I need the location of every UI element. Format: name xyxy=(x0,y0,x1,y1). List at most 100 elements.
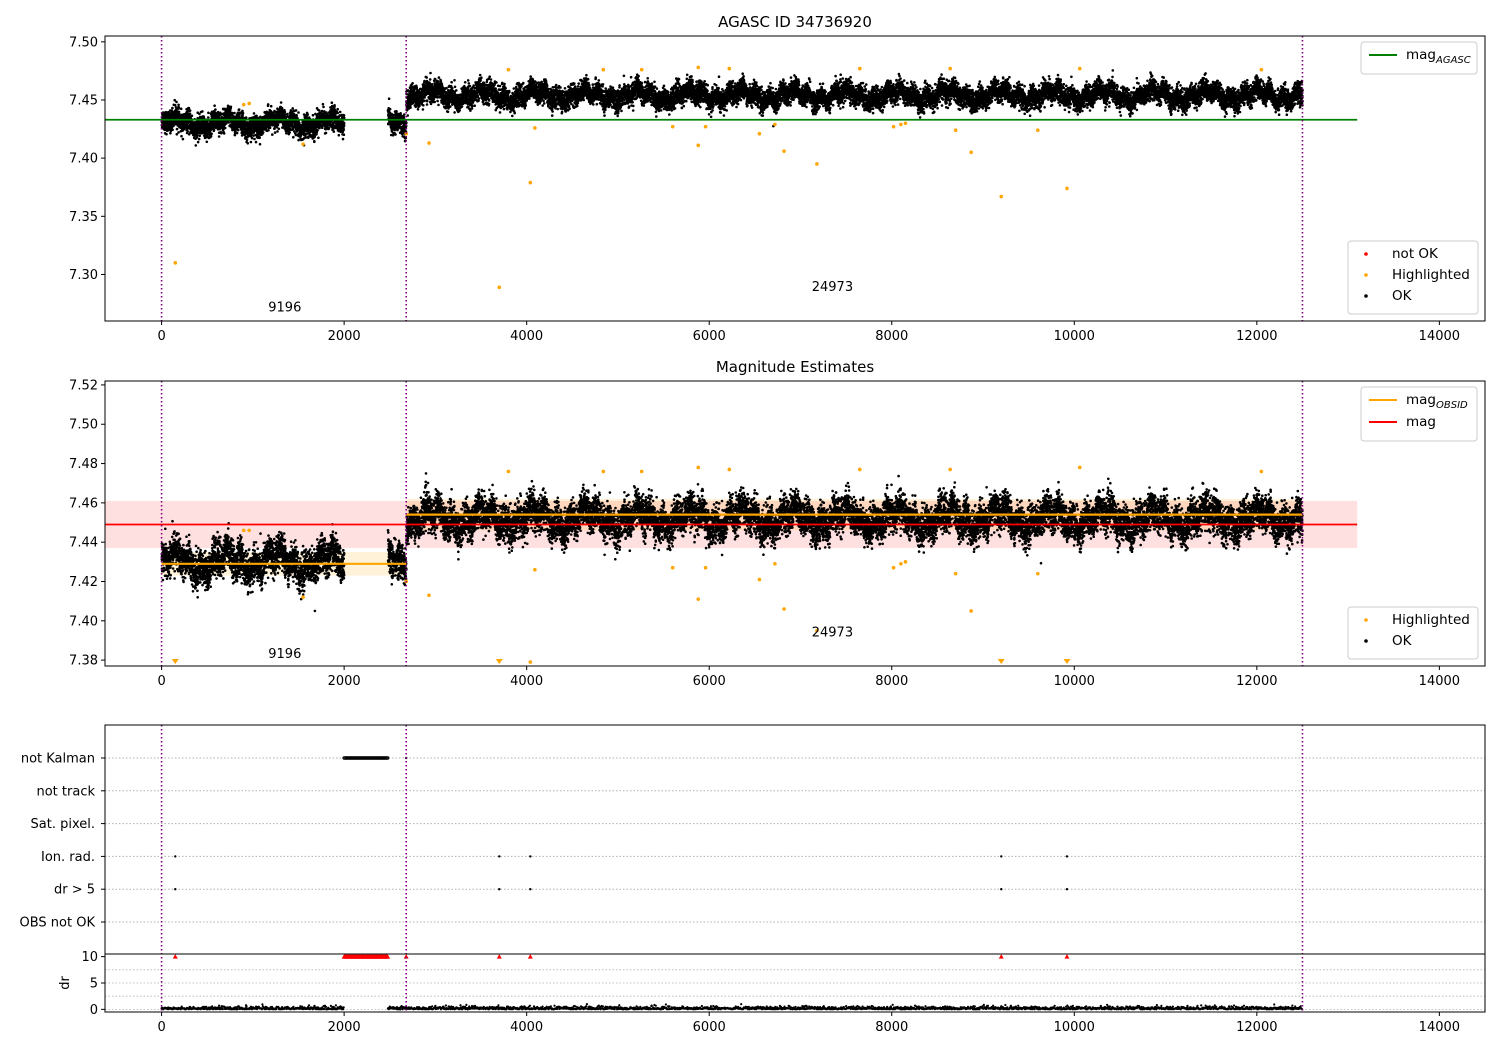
ok-point xyxy=(394,133,397,136)
ok-point xyxy=(337,133,341,137)
ok-point xyxy=(175,133,179,136)
ok-point xyxy=(175,127,179,131)
ok-point xyxy=(336,111,340,115)
ok-point xyxy=(416,108,420,111)
ok-point xyxy=(188,112,192,115)
ok-point xyxy=(246,142,250,145)
ok-point xyxy=(446,110,450,114)
ok-point xyxy=(173,98,176,102)
ok-point xyxy=(237,108,241,111)
ok-point xyxy=(198,134,202,138)
plot-area xyxy=(105,36,1358,321)
ok-point xyxy=(271,133,274,136)
ok-point xyxy=(209,135,213,138)
ok-point xyxy=(470,107,474,110)
ok-point xyxy=(227,121,230,124)
ok-point xyxy=(453,111,456,114)
ok-point xyxy=(196,140,200,144)
ok-point xyxy=(254,140,258,144)
ok-point xyxy=(285,131,288,135)
ok-point xyxy=(190,114,194,118)
ok-point xyxy=(467,82,471,85)
ok-point xyxy=(253,137,256,141)
ok-point xyxy=(241,109,244,113)
ok-point xyxy=(291,107,295,110)
ok-point xyxy=(395,110,398,113)
ok-point xyxy=(177,103,180,107)
ok-point xyxy=(173,103,177,107)
ok-point xyxy=(235,131,239,135)
ok-point xyxy=(494,87,497,90)
ok-point xyxy=(468,84,472,88)
ok-point xyxy=(332,130,336,133)
ok-point xyxy=(276,130,279,133)
ok-point xyxy=(477,97,481,100)
ok-point xyxy=(171,128,174,132)
ok-point xyxy=(433,100,437,104)
ok-point xyxy=(520,85,523,88)
ok-point xyxy=(207,116,210,119)
ok-point xyxy=(338,110,342,114)
ok-point xyxy=(458,109,462,112)
ok-point xyxy=(174,106,178,109)
ok-point xyxy=(186,130,190,133)
ok-point xyxy=(223,126,227,130)
ok-point xyxy=(177,106,181,110)
ok-point xyxy=(411,82,414,85)
ok-point xyxy=(479,79,482,82)
ok-point xyxy=(405,121,408,124)
ok-point xyxy=(466,79,470,82)
ok-point xyxy=(436,99,439,103)
ok-point xyxy=(450,86,454,90)
ok-point xyxy=(503,82,506,86)
ok-point xyxy=(469,109,472,112)
ok-point xyxy=(266,103,270,106)
ok-point xyxy=(498,111,502,114)
ok-point xyxy=(181,137,185,141)
ok-point xyxy=(342,124,346,127)
ok-point xyxy=(283,110,287,114)
ok-point xyxy=(279,101,283,104)
ok-point xyxy=(297,111,300,114)
ok-point xyxy=(261,131,265,134)
ok-point xyxy=(236,128,240,132)
ok-point xyxy=(455,89,458,92)
ok-point xyxy=(222,132,226,135)
ok-point xyxy=(241,111,245,115)
ok-point xyxy=(292,135,295,139)
ok-point xyxy=(175,100,178,104)
ok-point xyxy=(470,105,474,108)
ok-point xyxy=(194,144,198,147)
ok-point xyxy=(207,111,210,115)
ok-point xyxy=(463,81,467,84)
ok-point xyxy=(450,80,453,84)
ok-point xyxy=(430,83,434,86)
ok-point xyxy=(258,136,261,140)
ok-point xyxy=(196,134,199,137)
ok-point xyxy=(529,75,532,78)
ok-point xyxy=(267,129,270,132)
ok-point xyxy=(502,107,506,111)
ok-point xyxy=(187,106,191,110)
ok-point xyxy=(422,104,425,107)
ok-point xyxy=(489,78,493,81)
ok-point xyxy=(172,124,175,128)
ok-point xyxy=(388,107,392,111)
ok-point xyxy=(250,136,254,140)
ok-point xyxy=(197,137,201,141)
ok-point xyxy=(177,131,180,134)
ok-point xyxy=(403,113,406,116)
ok-point xyxy=(220,131,223,135)
ok-point xyxy=(512,87,516,90)
ok-point xyxy=(273,131,277,134)
ok-point xyxy=(179,107,183,111)
ok-point xyxy=(317,136,320,140)
ok-point xyxy=(504,87,507,90)
ok-point xyxy=(473,104,477,107)
ok-point xyxy=(321,102,325,106)
ok-point xyxy=(445,86,448,90)
ok-point xyxy=(322,105,325,109)
ok-point xyxy=(258,142,262,146)
